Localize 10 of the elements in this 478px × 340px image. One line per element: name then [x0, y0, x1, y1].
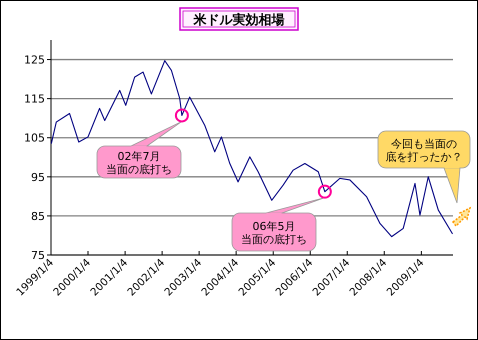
y-tick-label: 115	[24, 92, 45, 106]
annotation: 02年7月当面の底打ち	[106, 150, 172, 176]
chart-title: 米ドル実効相場	[192, 12, 284, 28]
y-tick-label: 95	[31, 170, 45, 184]
y-tick-label: 85	[31, 210, 45, 223]
y-tick-label: 75	[31, 249, 45, 262]
annotation: 06年5月当面の底打ち	[241, 220, 307, 246]
y-tick-label: 125	[24, 54, 45, 67]
annotation: 今回も当面の底を打ったか？	[386, 138, 462, 164]
y-tick-label: 105	[24, 132, 45, 145]
